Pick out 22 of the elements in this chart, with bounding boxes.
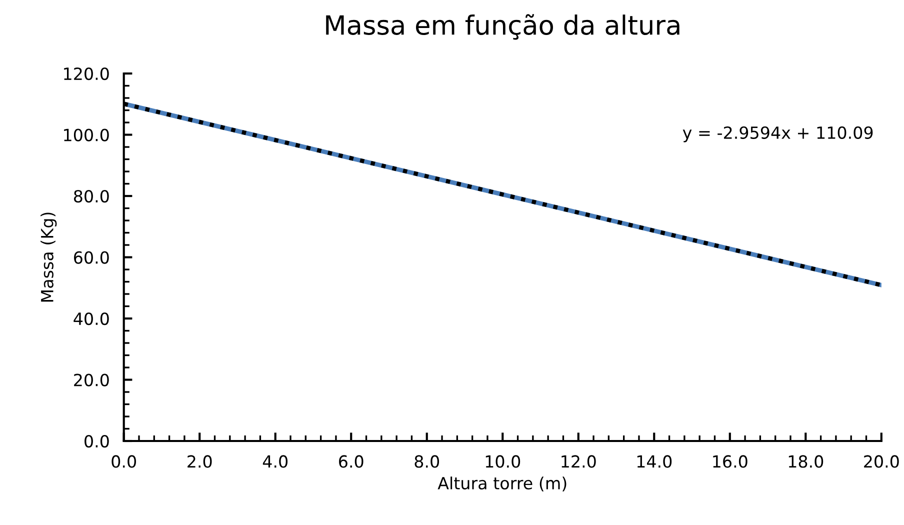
- x-tick-label: 2.0: [188, 455, 212, 468]
- y-tick-label: 120.0: [64, 67, 109, 80]
- x-tick-label: 10.0: [486, 455, 520, 468]
- annotation: y = -2.9594x + 110.09: [682, 126, 873, 142]
- x-tick-label: 4.0: [262, 455, 288, 468]
- x-tick-label: 12.0: [562, 455, 596, 468]
- y-tick-label: 100.0: [64, 128, 109, 142]
- y-tick-label: 0.0: [84, 434, 109, 448]
- y-axis-title: Massa (Kg): [40, 212, 57, 302]
- x-tick-label: 20.0: [864, 455, 899, 468]
- y-tick-label: 40.0: [74, 312, 109, 326]
- x-tick-label: 14.0: [637, 455, 672, 468]
- x-tick-label: 8.0: [414, 455, 440, 468]
- x-tick-label: 0.0: [112, 455, 136, 468]
- y-tick-label: 80.0: [74, 190, 109, 203]
- chart-title: Massa em função da altura: [326, 14, 680, 40]
- x-tick-label: 18.0: [788, 455, 824, 468]
- y-tick-label: 20.0: [74, 374, 109, 386]
- y-tick-label: 60.0: [74, 251, 109, 264]
- x-tick-label: 6.0: [339, 455, 364, 468]
- x-axis-title: Altura torre (m): [438, 476, 566, 492]
- x-tick-label: 16.0: [713, 455, 748, 468]
